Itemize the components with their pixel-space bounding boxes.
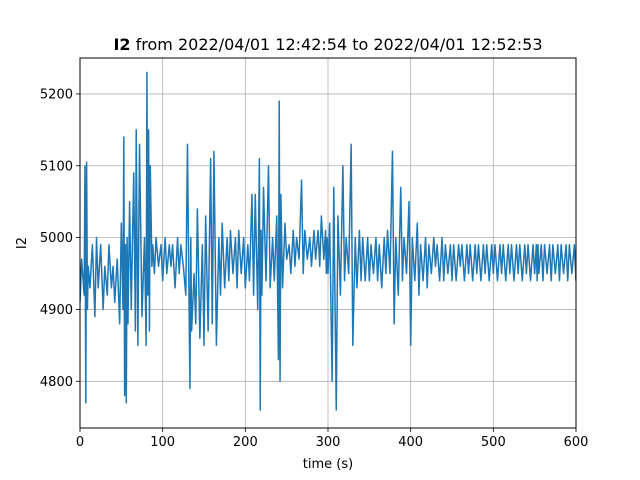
plot-area: [80, 71, 576, 411]
chart-title-bold: I2: [113, 35, 130, 54]
series-line-0: [80, 71, 576, 411]
x-axis-ticks: 0 100 200 300 400 500 600: [76, 428, 589, 450]
y-axis-label: I2: [15, 237, 30, 249]
x-axis-label: time (s): [303, 457, 353, 472]
series-layer: [80, 71, 576, 411]
chart-title: I2 from 2022/04/01 12:42:54 to 2022/04/0…: [113, 35, 542, 54]
x-tick-label: 400: [398, 435, 423, 450]
y-axis-ticks: 4800 4900 5000 5100 5200: [40, 87, 80, 390]
y-tick-label: 4800: [40, 375, 73, 390]
x-tick-label: 0: [76, 435, 84, 450]
y-tick-label: 4900: [40, 303, 73, 318]
y-tick-label: 5100: [40, 159, 73, 174]
x-tick-label: 500: [481, 435, 506, 450]
grid: [79, 58, 577, 428]
y-tick-label: 5000: [40, 231, 73, 246]
x-tick-label: 600: [564, 435, 589, 450]
x-tick-label: 300: [316, 435, 341, 450]
chart-title-rest: from 2022/04/01 12:42:54 to 2022/04/01 1…: [131, 35, 543, 54]
x-tick-label: 100: [150, 435, 175, 450]
x-tick-label: 200: [233, 435, 258, 450]
y-tick-label: 5200: [40, 87, 73, 102]
